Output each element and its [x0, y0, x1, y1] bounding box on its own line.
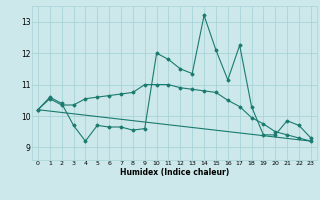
X-axis label: Humidex (Indice chaleur): Humidex (Indice chaleur) [120, 168, 229, 177]
